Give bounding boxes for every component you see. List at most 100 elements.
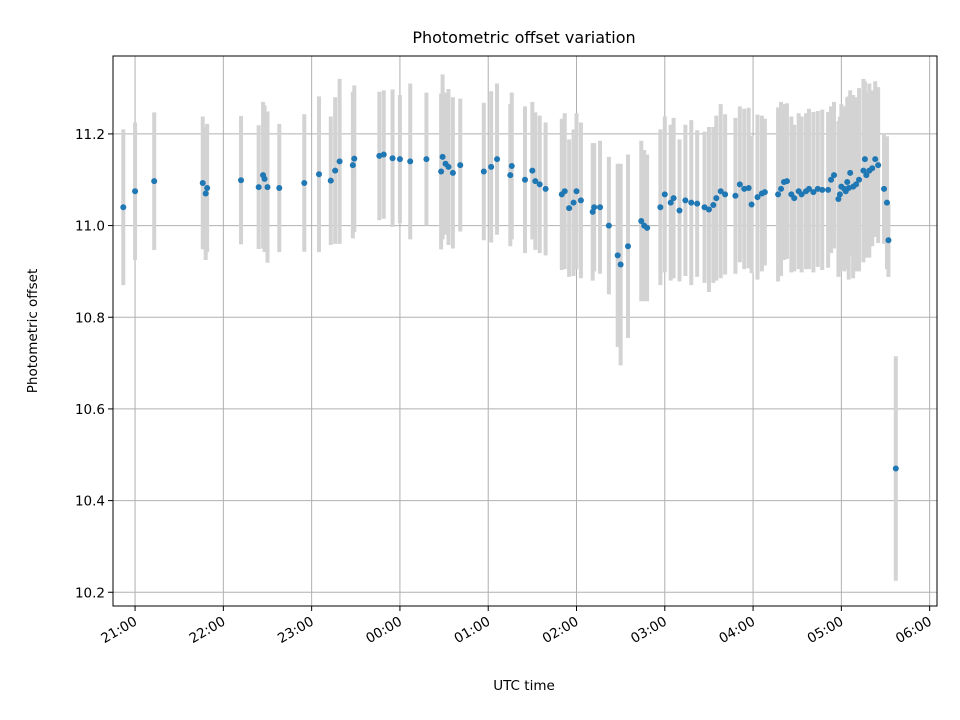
data-point <box>883 199 890 206</box>
data-point <box>694 200 701 207</box>
y-tick-label: 10.8 <box>75 310 105 326</box>
data-point <box>566 205 573 212</box>
data-point <box>844 179 851 186</box>
x-tick-label: 01:00 <box>452 614 494 647</box>
data-point <box>676 207 683 214</box>
data-point <box>151 178 158 185</box>
data-point <box>869 165 876 172</box>
data-point <box>577 197 584 204</box>
data-point <box>661 191 668 198</box>
x-tick-label: 23:00 <box>275 614 317 647</box>
data-point <box>722 191 729 198</box>
data-point <box>605 222 612 229</box>
data-point <box>617 261 624 268</box>
y-tick-label: 10.4 <box>75 494 105 510</box>
x-tick-label: 02:00 <box>540 614 582 647</box>
data-point <box>805 185 812 192</box>
data-point <box>439 153 446 160</box>
data-point <box>480 168 487 175</box>
data-point <box>667 199 674 206</box>
data-point <box>589 208 596 215</box>
data-point <box>494 156 501 163</box>
data-point <box>810 189 817 196</box>
data-point <box>825 186 832 193</box>
data-point <box>828 176 835 183</box>
data-point <box>407 158 414 165</box>
data-point <box>204 185 211 191</box>
data-point <box>835 196 842 202</box>
data-point <box>445 163 452 170</box>
chart-title: Photometric offset variation <box>412 28 635 47</box>
data-point <box>775 191 782 198</box>
data-point <box>561 188 568 195</box>
data-point <box>819 186 826 193</box>
x-tick-label: 05:00 <box>805 614 847 647</box>
data-point <box>682 197 689 204</box>
data-point <box>449 169 456 176</box>
data-point <box>276 185 283 191</box>
data-point <box>389 155 396 162</box>
data-point <box>638 218 645 224</box>
data-point <box>351 155 358 162</box>
data-point <box>892 465 899 472</box>
data-point <box>713 195 720 202</box>
data-point <box>885 237 892 244</box>
data-point <box>597 204 604 211</box>
data-point <box>536 181 543 188</box>
data-point <box>301 179 308 186</box>
data-point <box>717 188 724 195</box>
data-point <box>856 176 863 183</box>
data-points <box>120 151 899 472</box>
data-point <box>507 172 514 179</box>
data-point <box>761 189 768 196</box>
x-axis-label: UTC time <box>493 678 555 694</box>
data-point <box>199 179 206 186</box>
y-tick-label: 10.2 <box>75 585 105 601</box>
data-point <box>529 167 536 174</box>
x-tick-label: 03:00 <box>628 614 670 647</box>
x-axis: 21:00 22:00 23:00 00:00 01:00 02:00 03:00 04:00… <box>98 606 935 647</box>
data-point <box>860 167 867 174</box>
error-bars <box>121 74 898 581</box>
data-point <box>264 184 271 191</box>
data-point <box>327 177 334 184</box>
data-point <box>754 194 761 201</box>
y-axis: 10.2 10.4 10.6 10.8 11.0 11.2 <box>75 127 113 601</box>
data-point <box>736 181 743 188</box>
data-point <box>701 204 708 211</box>
data-point <box>657 204 664 211</box>
data-point <box>748 201 755 208</box>
data-point <box>438 168 445 175</box>
data-point <box>508 163 515 169</box>
data-point <box>688 199 695 206</box>
data-point <box>380 151 387 158</box>
data-point <box>881 185 888 192</box>
data-point <box>132 188 139 195</box>
data-point <box>316 171 322 178</box>
x-tick-label: 06:00 <box>893 614 935 647</box>
data-point <box>791 195 798 202</box>
data-point <box>570 199 577 206</box>
data-point <box>872 156 879 163</box>
data-point <box>778 185 785 192</box>
data-point <box>836 191 843 198</box>
data-point <box>614 252 621 259</box>
data-point <box>705 206 712 213</box>
x-tick-label: 21:00 <box>98 614 140 647</box>
plot-frame <box>112 55 938 607</box>
data-point <box>261 175 268 182</box>
data-point <box>783 178 790 185</box>
data-point <box>488 163 495 170</box>
y-tick-label: 11.2 <box>75 127 105 143</box>
data-point <box>532 178 539 185</box>
data-point <box>853 181 860 188</box>
y-tick-label: 10.6 <box>75 402 105 418</box>
data-point <box>396 156 403 163</box>
data-point <box>625 243 631 250</box>
data-point <box>120 204 127 211</box>
data-point <box>847 169 854 176</box>
data-point <box>670 195 677 202</box>
data-point <box>522 176 528 183</box>
data-point <box>238 177 245 184</box>
